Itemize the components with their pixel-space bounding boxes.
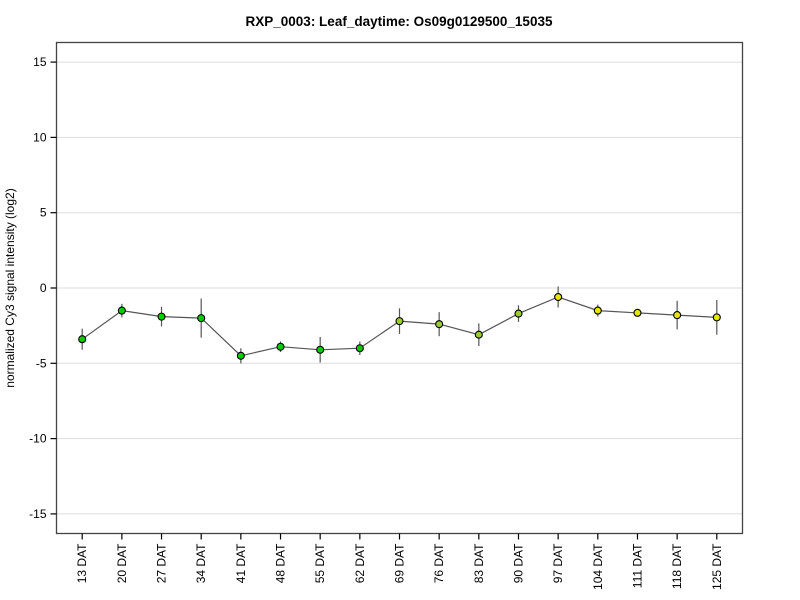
chart-title: RXP_0003: Leaf_daytime: Os09g0129500_150… (246, 14, 553, 29)
y-tick-label: 15 (33, 55, 47, 69)
x-tick-label: 104 DAT (591, 543, 605, 590)
x-tick-label: 118 DAT (670, 543, 684, 589)
data-point (435, 320, 444, 329)
data-point (474, 330, 483, 339)
y-tick-label: 5 (40, 206, 47, 220)
x-tick-label: 48 DAT (274, 543, 288, 583)
data-point (593, 306, 602, 315)
x-tick-label: 13 DAT (75, 543, 89, 583)
x-tick-label: 20 DAT (115, 543, 129, 583)
data-point (117, 306, 126, 315)
data-point (355, 344, 364, 353)
y-tick-label: -10 (29, 432, 47, 446)
data-point (633, 308, 642, 317)
data-point (78, 335, 87, 344)
data-point (316, 345, 325, 354)
x-tick-label: 34 DAT (194, 543, 208, 583)
y-tick-label: 10 (33, 130, 47, 144)
data-point (276, 342, 285, 351)
x-tick-label: 27 DAT (155, 543, 169, 583)
x-tick-label: 76 DAT (432, 543, 446, 583)
data-point (554, 292, 563, 302)
x-tick-label: 69 DAT (393, 543, 407, 583)
x-tick-label: 55 DAT (313, 543, 327, 583)
x-tick-label: 41 DAT (234, 543, 248, 583)
x-tick-label: 111 DAT (630, 543, 644, 588)
plot-area: -15 -10 -5 0 5 10 15 13 DAT 20 DAT 27 DAT 34 DAT 41… (29, 41, 744, 590)
y-tick-label: 0 (40, 281, 47, 295)
data-point (197, 314, 206, 323)
y-axis-label: normalized Cy3 signal intensity (log2) (3, 188, 17, 387)
data-point (236, 351, 245, 360)
x-tick-label: 83 DAT (472, 543, 486, 583)
data-point (157, 312, 166, 321)
x-tick-label: 62 DAT (353, 543, 367, 583)
x-tick-label: 90 DAT (511, 543, 525, 583)
y-tick-label: -5 (36, 356, 47, 370)
x-tick-label: 97 DAT (551, 543, 565, 583)
y-tick-label: -15 (29, 507, 47, 521)
data-point (673, 311, 682, 320)
x-tick-label: 125 DAT (710, 543, 724, 590)
data-point (514, 309, 523, 318)
data-point (712, 313, 721, 322)
data-point (395, 317, 404, 326)
